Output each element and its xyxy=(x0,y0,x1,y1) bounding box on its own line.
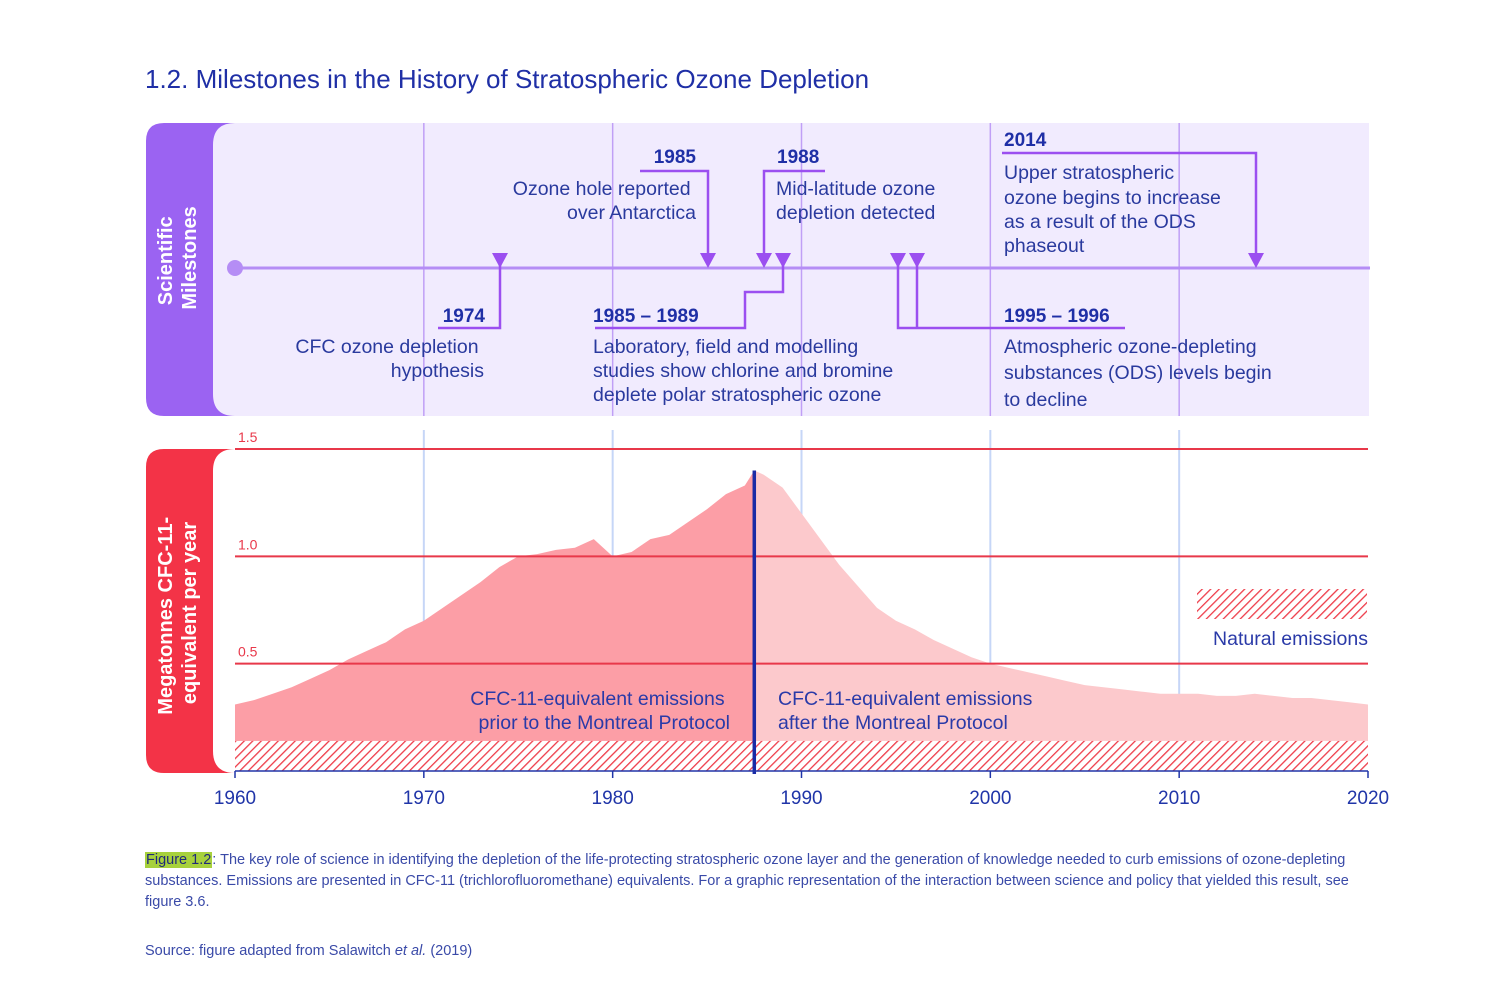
natural-emissions-band xyxy=(235,740,1368,771)
y-tick-label-1.5: 1.5 xyxy=(238,429,258,445)
connector-1995-1996 xyxy=(896,258,1125,330)
milestone-year-1985-1989: 1985 – 1989 xyxy=(593,306,699,327)
figure-title-text: Milestones in the History of Stratospher… xyxy=(195,64,870,94)
x-tick-label-1980: 1980 xyxy=(592,788,634,809)
natural-emissions-area xyxy=(235,740,1368,771)
x-tick-label-1960: 1960 xyxy=(214,788,256,809)
connector-1988 xyxy=(762,169,825,258)
milestones-sidebar xyxy=(146,123,235,416)
figure-title: 1.2. Milestones in the History of Strato… xyxy=(145,64,869,95)
x-tick-label-1990: 1990 xyxy=(780,788,822,809)
area-before-protocol xyxy=(235,470,755,771)
marker-1988 xyxy=(756,253,772,268)
marker-1974 xyxy=(492,253,508,268)
caption-text: : The key role of science in identifying… xyxy=(145,852,1349,910)
timeline-start-dot xyxy=(227,260,243,276)
natural-emissions-label: Natural emissions xyxy=(1213,628,1368,650)
milestone-markers xyxy=(492,253,1264,268)
x-tick-label-2000: 2000 xyxy=(969,788,1011,809)
chart-sidebar xyxy=(146,449,235,773)
milestone-year-1985: 1985 xyxy=(654,147,697,168)
chart-x-axis: 1960 1970 1980 1990 2000 2010 2020 xyxy=(214,770,1389,809)
milestone-text-1985-1989: Laboratory, field and modelling studies … xyxy=(593,336,899,406)
marker-2014 xyxy=(1248,253,1264,268)
figure-source: Source: figure adapted from Salawitch et… xyxy=(145,943,472,959)
milestone-connectors xyxy=(438,151,1258,330)
chart-y-axis-label: Megatonnes CFC-11- equivalent per year xyxy=(155,511,201,714)
milestone-text-1985: Ozone hole reported over Antarctica xyxy=(513,178,696,224)
annotation-after-protocol: CFC-11-equivalent emissions after the Mo… xyxy=(778,688,1038,734)
source-etal: et al. xyxy=(394,943,427,959)
natural-emissions-legend: Natural emissions xyxy=(1197,589,1368,650)
y-tick-label-1.0: 1.0 xyxy=(238,536,258,552)
marker-1996 xyxy=(909,253,925,268)
chart-horizontal-grid: 0.5 1.0 1.5 xyxy=(235,429,1368,665)
y-tick-label-0.5: 0.5 xyxy=(238,644,258,660)
milestone-year-2014: 2014 xyxy=(1004,130,1047,151)
source-prefix: Source: figure adapted from Salawitch xyxy=(145,943,395,959)
connector-1985-1989 xyxy=(595,258,785,330)
marker-1995 xyxy=(890,253,906,268)
milestone-text-2014: Upper stratospheric ozone begins to incr… xyxy=(1004,162,1226,257)
connector-1974 xyxy=(438,258,502,330)
milestone-text-1995-1996: Atmospheric ozone-depleting substances (… xyxy=(1004,336,1277,411)
annotation-before-protocol: CFC-11-equivalent emissions prior to the… xyxy=(470,688,730,734)
figure-number: 1.2. xyxy=(145,64,189,94)
connector-1985 xyxy=(640,169,710,258)
connector-2014 xyxy=(1002,151,1258,258)
x-tick-label-2010: 2010 xyxy=(1158,788,1200,809)
milestones-panel: Scientific Milestones 1974 CFC oz xyxy=(146,123,1370,416)
emissions-chart: Megatonnes CFC-11- equivalent per year 0… xyxy=(146,429,1389,809)
marker-1989 xyxy=(775,253,791,268)
x-tick-label-2020: 2020 xyxy=(1347,788,1389,809)
milestones-sidebar-label: Scientific Milestones xyxy=(155,206,201,309)
marker-1985 xyxy=(700,253,716,268)
milestone-text-1988: Mid-latitude ozone depletion detected xyxy=(776,178,941,224)
milestone-text-1974: CFC ozone depletion hypothesis xyxy=(295,336,484,382)
caption-figure-label: Figure 1.2 xyxy=(145,852,213,868)
milestone-year-1988: 1988 xyxy=(777,147,819,168)
milestone-year-1995-1996: 1995 – 1996 xyxy=(1004,306,1110,327)
source-suffix: (2019) xyxy=(426,943,473,959)
sidebar-label-line-1: Scientific xyxy=(155,216,177,305)
natural-emissions-swatch xyxy=(1197,589,1367,619)
figure-caption: Figure 1.2: The key role of science in i… xyxy=(145,850,1385,913)
sidebar-label-line-2: Milestones xyxy=(179,206,201,309)
chart-areas xyxy=(235,470,1368,771)
x-tick-label-1970: 1970 xyxy=(403,788,445,809)
area-after-protocol xyxy=(754,470,1368,771)
milestone-year-1974: 1974 xyxy=(443,306,486,327)
